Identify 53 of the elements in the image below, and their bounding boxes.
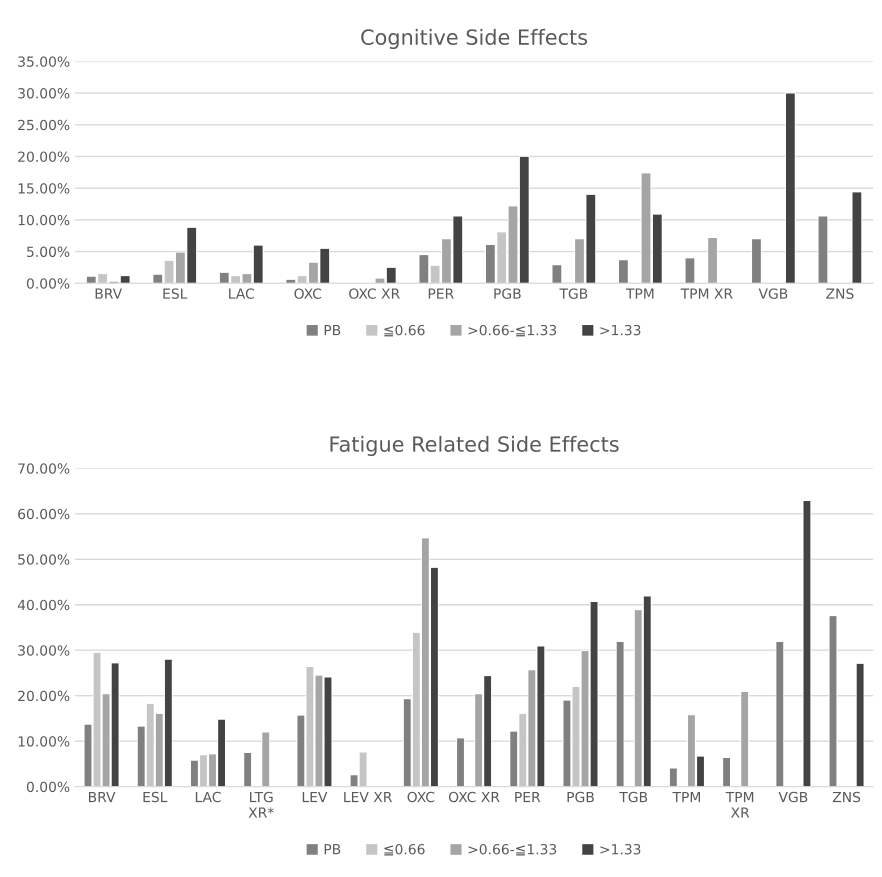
x-tick-label: OXC (294, 288, 322, 299)
legend-label: ≦0.66 (384, 324, 425, 336)
x-tick-label: LAC (196, 792, 221, 802)
legend-label: ≦0.66 (384, 844, 425, 856)
legend-label: PB (324, 844, 340, 854)
x-tick-label: ZNS (826, 288, 854, 299)
x-tick-label: LAC (229, 288, 254, 299)
x-tick-label: LTG XR* (248, 792, 274, 818)
x-tick-label: ESL (163, 288, 188, 299)
x-tick-label: BRV (88, 792, 116, 802)
y-tick-label: 20.00% (18, 151, 70, 162)
x-tick-label: PER (515, 792, 540, 802)
x-tick-label: PGB (494, 288, 521, 299)
y-tick-label: 10.00% (18, 736, 70, 747)
chart-title: Cognitive Side Effects (361, 28, 588, 50)
x-tick-label: OXC XR (349, 288, 400, 299)
x-tick-label: ZNS (832, 792, 860, 802)
x-tick-label: BRV (96, 288, 122, 299)
y-tick-label: 35.00% (18, 56, 70, 67)
x-tick-label: OXC (408, 792, 434, 802)
x-tick-label: PGB (568, 792, 594, 802)
legend-label: >0.66-≦1.33 (468, 844, 556, 856)
legend-label: >1.33 (600, 844, 640, 854)
y-tick-label: 70.00% (18, 463, 70, 474)
x-tick-label: PER (428, 288, 454, 299)
x-tick-label: ESL (143, 792, 168, 802)
x-tick-label: VGB (758, 288, 788, 299)
x-tick-label: TGB (559, 288, 588, 299)
x-tick-label: LEV XR (344, 792, 392, 802)
x-tick-label: TPM XR (680, 288, 733, 299)
legend-label: >1.33 (600, 324, 640, 336)
x-tick-label: TPM (672, 792, 700, 802)
x-tick-label: LEV (302, 792, 328, 802)
y-tick-label: 0.00% (26, 782, 70, 792)
x-tick-label: TGB (619, 792, 648, 802)
y-tick-label: 15.00% (18, 183, 70, 194)
y-tick-label: 0.00% (26, 278, 70, 289)
chart-title: Fatigue Related Side Effects (330, 436, 619, 456)
y-tick-label: 10.00% (18, 214, 70, 226)
x-tick-label: TPM XR (726, 792, 754, 818)
y-tick-label: 40.00% (18, 600, 70, 610)
y-tick-label: 50.00% (18, 554, 70, 565)
x-tick-label: TPM (626, 288, 654, 299)
y-tick-label: 25.00% (18, 120, 70, 130)
y-tick-label: 20.00% (18, 690, 70, 702)
y-tick-label: 60.00% (18, 508, 70, 520)
y-tick-label: 30.00% (18, 88, 70, 99)
y-tick-label: 30.00% (18, 645, 70, 656)
legend-label: >0.66-≦1.33 (468, 324, 556, 336)
y-tick-label: 5.00% (27, 246, 70, 258)
legend-label: PB (324, 325, 340, 336)
x-tick-label: VGB (778, 792, 808, 802)
x-tick-label: OXC XR (448, 792, 500, 802)
